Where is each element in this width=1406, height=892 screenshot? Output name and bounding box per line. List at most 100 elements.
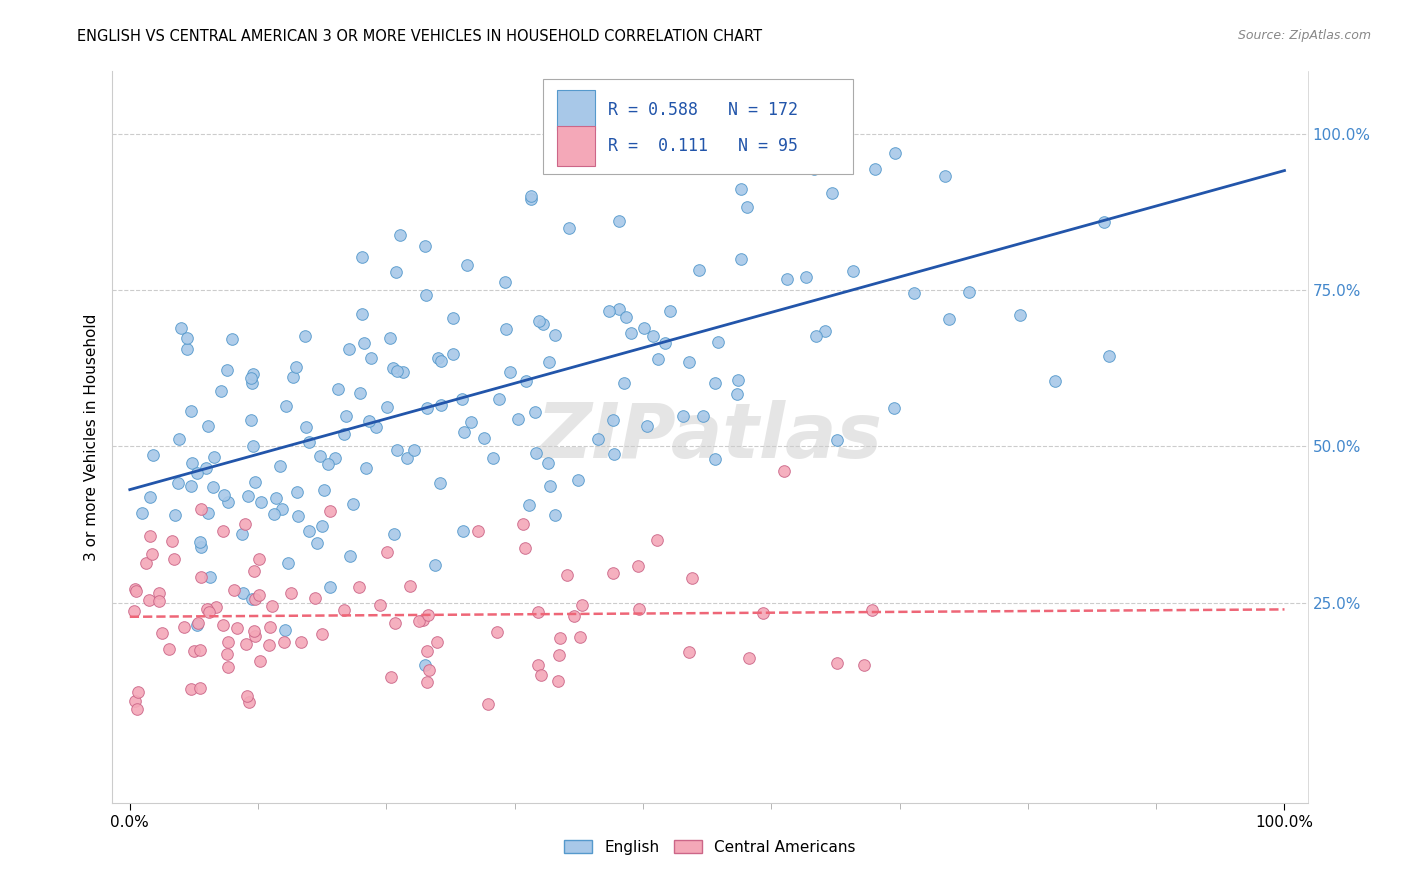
Point xyxy=(538,479,561,493)
Point xyxy=(195,601,218,615)
Point xyxy=(263,507,285,521)
Point xyxy=(402,442,425,457)
Point xyxy=(396,451,419,466)
Point xyxy=(531,317,554,331)
Point xyxy=(825,656,848,670)
Point xyxy=(339,549,361,563)
Point xyxy=(388,227,411,242)
Point xyxy=(305,536,328,550)
Point xyxy=(381,360,404,375)
Text: ENGLISH VS CENTRAL AMERICAN 3 OR MORE VEHICLES IN HOUSEHOLD CORRELATION CHART: ENGLISH VS CENTRAL AMERICAN 3 OR MORE VE… xyxy=(77,29,762,44)
Point xyxy=(135,556,157,570)
Point xyxy=(176,331,198,345)
Point xyxy=(215,363,238,377)
Point xyxy=(727,373,749,387)
Point xyxy=(235,637,257,651)
Point xyxy=(527,605,550,619)
Point xyxy=(429,353,451,368)
Point xyxy=(934,169,956,183)
Point xyxy=(385,265,408,279)
Point xyxy=(350,307,373,321)
Point xyxy=(124,582,146,596)
FancyBboxPatch shape xyxy=(557,126,595,167)
Point xyxy=(512,517,534,532)
Point xyxy=(198,570,221,584)
Point xyxy=(382,527,405,541)
Point xyxy=(482,450,505,465)
Point xyxy=(688,263,710,277)
Point xyxy=(441,310,464,325)
Point xyxy=(627,601,650,615)
Point xyxy=(217,634,239,648)
Point xyxy=(152,626,174,640)
Point xyxy=(190,541,212,555)
Point xyxy=(537,355,560,369)
Point xyxy=(233,516,256,531)
Point xyxy=(370,598,392,612)
Point xyxy=(354,461,377,475)
Point xyxy=(794,269,817,284)
Point xyxy=(499,365,522,379)
Point xyxy=(166,476,188,491)
Legend: English, Central Americans: English, Central Americans xyxy=(558,834,862,861)
Point xyxy=(385,443,408,458)
Point xyxy=(201,480,224,494)
Point xyxy=(883,401,905,416)
Point xyxy=(197,419,219,434)
Point xyxy=(298,524,321,538)
Point xyxy=(737,200,759,214)
Point xyxy=(1010,308,1032,322)
Point xyxy=(298,434,321,449)
Point xyxy=(323,451,346,466)
Point xyxy=(309,449,332,463)
Point xyxy=(380,669,402,683)
Point xyxy=(602,566,624,581)
Point xyxy=(547,648,569,662)
Point xyxy=(127,702,149,716)
Point xyxy=(224,583,246,598)
Point xyxy=(276,399,298,413)
Point xyxy=(408,615,430,629)
Point xyxy=(527,658,550,673)
Point xyxy=(620,326,643,340)
Point xyxy=(495,275,517,289)
Point xyxy=(567,473,589,487)
Point xyxy=(194,460,217,475)
Point xyxy=(212,524,235,539)
Point xyxy=(163,551,186,566)
Point xyxy=(217,647,239,661)
Point xyxy=(738,650,761,665)
Point xyxy=(416,401,439,416)
Point xyxy=(141,547,163,561)
Point xyxy=(243,624,266,638)
Point xyxy=(842,264,865,278)
Point xyxy=(678,355,700,369)
Point xyxy=(938,312,960,326)
Point xyxy=(170,320,193,334)
Point xyxy=(537,456,560,470)
Point xyxy=(247,551,270,566)
Point xyxy=(364,419,387,434)
Point xyxy=(131,506,153,520)
Point xyxy=(883,145,905,160)
Point xyxy=(603,446,626,460)
Point xyxy=(181,456,204,470)
Point xyxy=(633,321,655,335)
Point xyxy=(148,586,170,600)
Point xyxy=(316,458,339,472)
Point xyxy=(347,581,370,595)
Point xyxy=(772,465,794,479)
Point xyxy=(730,252,752,266)
Point xyxy=(467,524,489,538)
Point xyxy=(209,384,232,398)
Point xyxy=(441,347,464,361)
Point xyxy=(290,635,312,649)
Point xyxy=(217,495,239,509)
Point xyxy=(127,685,149,699)
Point xyxy=(555,129,578,144)
Point xyxy=(295,419,318,434)
Point xyxy=(415,288,437,302)
Point xyxy=(658,95,681,110)
Point xyxy=(236,489,259,503)
Point xyxy=(183,643,205,657)
